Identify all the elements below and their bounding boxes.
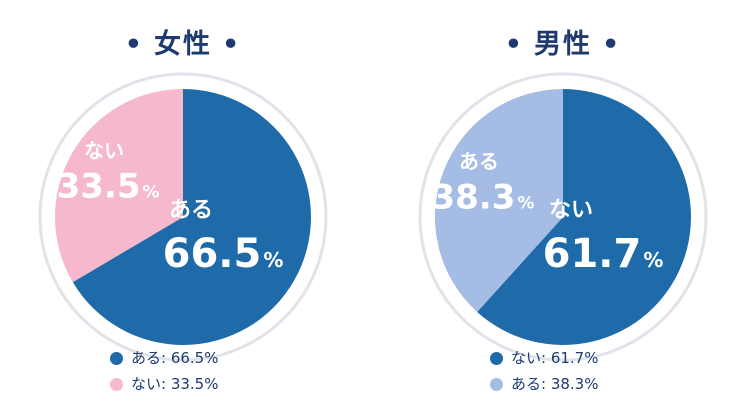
pie-slice-ない [55, 89, 183, 283]
slice-category-label: ない [549, 198, 593, 223]
female-title-text: 女性 [154, 29, 212, 60]
title-dot-right: • [602, 29, 622, 60]
legend-swatch [110, 351, 123, 365]
male-chart-panel: • 男性 • ない 61.7% ある 38.3% ない: 61.7% ある: 38.3% [418, 0, 708, 415]
legend-swatch [490, 351, 503, 365]
legend-label: ない: 33.5% [131, 375, 219, 393]
slice-category-label: ある [169, 198, 213, 223]
female-chart-title: • 女性 • [38, 22, 328, 61]
pie-slice-ある [435, 89, 563, 312]
slice-value-label: 38.3% [431, 177, 534, 217]
legend-item: ない: 33.5% [110, 373, 218, 395]
slice-value-label: 61.7% [543, 231, 664, 277]
slice-value-label: 66.5% [163, 231, 284, 277]
legend-swatch [110, 377, 123, 391]
female-legend: ある: 66.5% ない: 33.5% [110, 347, 218, 399]
slice-value-label: 33.5% [57, 167, 160, 207]
pie-slice-ない [477, 89, 691, 346]
legend-label: ない: 61.7% [511, 349, 599, 367]
female-pie-chart: ある 66.5 % ない 33.5% [38, 72, 328, 362]
legend-label: ある: 38.3% [511, 375, 599, 393]
male-pie-chart: ない 61.7 % ある 38.3% [418, 72, 708, 362]
slice-category-label: ある [459, 149, 499, 173]
male-title-text: 男性 [534, 29, 592, 60]
title-dot-left: • [124, 29, 144, 60]
slice-category-label: ない [84, 139, 124, 163]
legend-swatch [490, 377, 503, 391]
legend-item: ある: 38.3% [490, 373, 598, 395]
legend-label: ある: 66.5% [131, 349, 219, 367]
pie-slice-ある [72, 89, 311, 346]
legend-item: ある: 66.5% [110, 347, 218, 369]
title-dot-right: • [222, 29, 242, 60]
female-chart-panel: • 女性 • ある 66.5% ない 33.5% ある: 66.5% ない: 33.5% [38, 0, 328, 415]
male-legend: ない: 61.7% ある: 38.3% [490, 347, 598, 399]
legend-item: ない: 61.7% [490, 347, 598, 369]
male-chart-title: • 男性 • [418, 22, 708, 61]
title-dot-left: • [504, 29, 524, 60]
